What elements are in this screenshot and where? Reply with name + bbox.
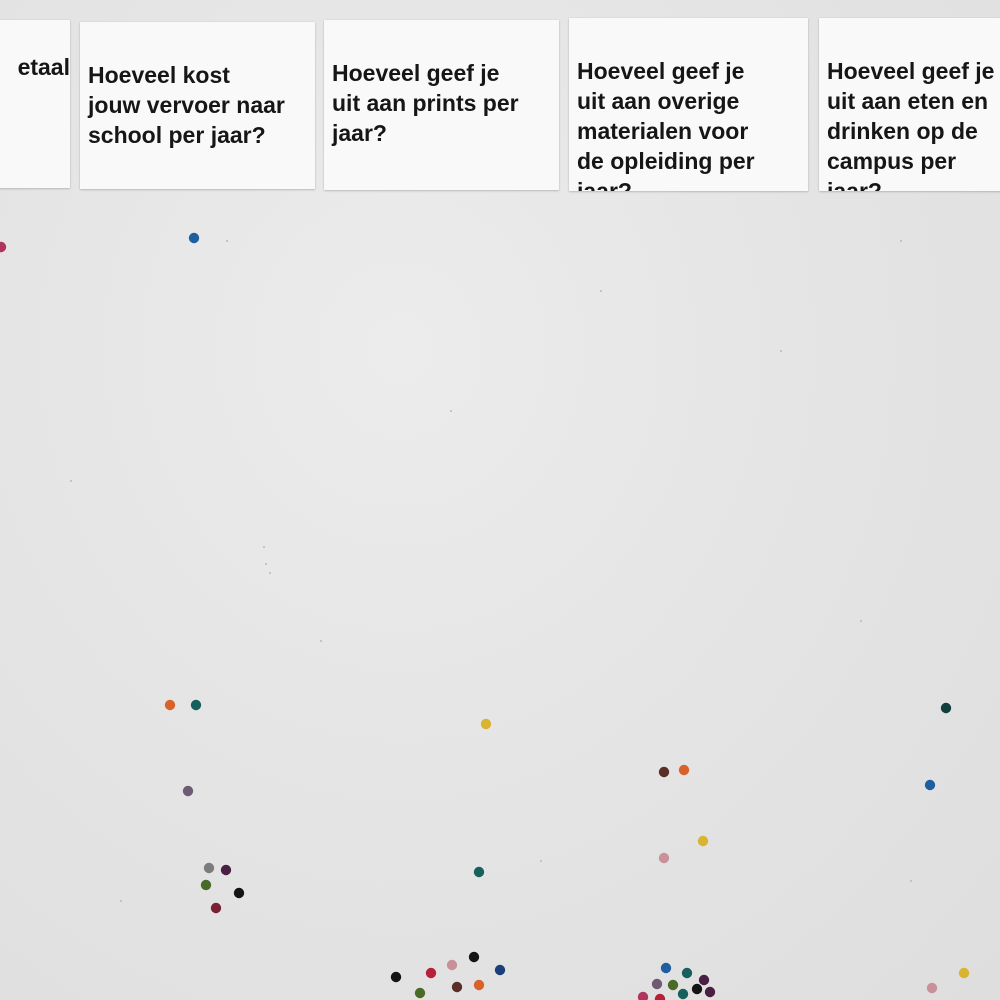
question-card-text: Hoeveel kost jouw vervoer naar school pe… [88,62,285,148]
sticker-dot [681,967,693,979]
question-card-materials: Hoeveel geef je uit aan overige material… [569,18,808,191]
sticker-dot [494,964,506,976]
sticker-dot [654,993,666,1000]
question-card-text: Hoeveel geef je uit aan overige material… [577,58,755,191]
sticker-dot [958,967,970,979]
sticker-dot [678,764,690,776]
wall-speck [540,860,542,862]
wall-speck [900,240,902,242]
sticker-dot [220,864,232,876]
sticker-dot [164,699,176,711]
sticker-dot [667,979,679,991]
sticker-dot [233,887,245,899]
question-card-text: Hoeveel geef je uit aan prints per jaar? [332,60,519,146]
sticker-dot [660,962,672,974]
wall-speck [860,620,862,622]
wall-speck [269,572,271,574]
wall-speck [780,350,782,352]
sticker-dot [414,987,426,999]
sticker-dot [658,766,670,778]
sticker-dot [698,974,710,986]
sticker-dot [473,979,485,991]
sticker-dot [940,702,952,714]
sticker-dot [677,988,689,1000]
sticker-dot [190,699,202,711]
question-card-transport: Hoeveel kost jouw vervoer naar school pe… [80,22,315,189]
sticker-dot [0,241,7,253]
wall-speck [263,546,265,548]
sticker-dot [451,981,463,993]
sticker-dot [188,232,200,244]
wall-speck [600,290,602,292]
sticker-dot [390,971,402,983]
sticker-dot [691,983,703,995]
sticker-dot [651,978,663,990]
sticker-dot [926,982,938,994]
sticker-dot [473,866,485,878]
wall-speck [70,480,72,482]
sticker-dot [480,718,492,730]
sticker-dot [210,902,222,914]
wall-speck [450,410,452,412]
sticker-dot [203,862,215,874]
wall-speck [120,900,122,902]
wall-speck [910,880,912,882]
sticker-dot [658,852,670,864]
sticker-dot [200,879,212,891]
sticker-dot [446,959,458,971]
sticker-dot [468,951,480,963]
sticker-dot [637,991,649,1000]
question-card-partial: etaal [0,20,70,188]
question-card-food: Hoeveel geef je uit aan eten en drinken … [819,18,1000,191]
wall-speck [265,563,267,565]
question-card-text: etaal [17,54,70,80]
wall-speck [320,640,322,642]
question-card-prints: Hoeveel geef je uit aan prints per jaar? [324,20,559,190]
sticker-dot [924,779,936,791]
sticker-dot [704,986,716,998]
wall-speck [226,240,228,242]
question-card-text: Hoeveel geef je uit aan eten en drinken … [827,58,995,191]
sticker-dot [425,967,437,979]
sticker-dot [697,835,709,847]
sticker-dot [182,785,194,797]
